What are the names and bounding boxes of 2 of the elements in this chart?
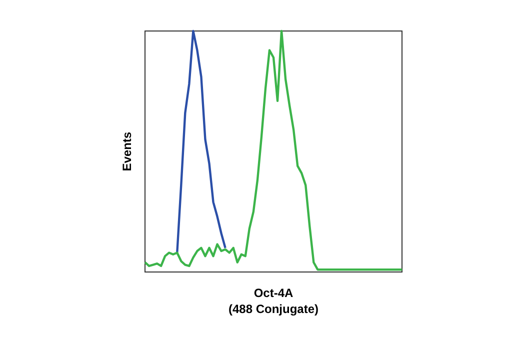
y-axis-title: Events (120, 132, 134, 172)
x-axis-title: Oct-4A (488 Conjugate) (228, 286, 319, 316)
